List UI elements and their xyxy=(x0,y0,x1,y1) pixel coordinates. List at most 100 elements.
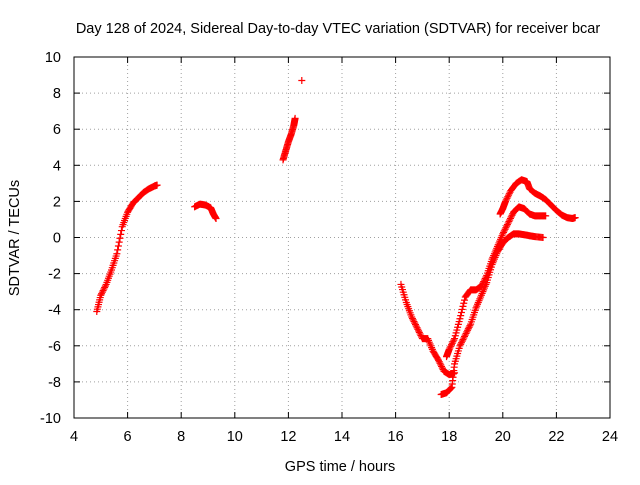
data-point-dense xyxy=(101,282,109,290)
data-point-dense xyxy=(503,194,511,202)
chart-title: Day 128 of 2024, Sidereal Day-to-day VTE… xyxy=(76,21,601,37)
data-point-dense xyxy=(114,246,122,254)
data-point-dense xyxy=(450,336,458,344)
x-tick-label: 12 xyxy=(280,429,296,445)
data-point-dense xyxy=(435,358,443,366)
plot-frame xyxy=(73,56,611,419)
x-tick-label: 14 xyxy=(334,429,350,445)
data-point xyxy=(504,219,512,227)
data-point-dense xyxy=(98,288,106,296)
data-point-dense xyxy=(117,227,125,235)
data-point-dense xyxy=(115,238,123,246)
series-segment-2 xyxy=(191,200,220,223)
x-tick-label: 16 xyxy=(388,429,404,445)
data-point xyxy=(408,313,416,321)
data-point-dense xyxy=(116,234,124,242)
data-point-dense xyxy=(412,321,420,329)
data-point-dense xyxy=(503,222,511,230)
y-tick-label: -6 xyxy=(48,339,61,355)
data-point xyxy=(501,197,509,205)
data-point-dense xyxy=(448,339,456,347)
y-tick-label: 10 xyxy=(45,50,61,66)
data-point-dense xyxy=(415,328,423,336)
data-point-dense xyxy=(459,336,467,344)
y-tick-label: 2 xyxy=(53,194,61,210)
y-tick-label: 0 xyxy=(53,231,61,247)
x-tick-label: 8 xyxy=(177,429,185,445)
data-point xyxy=(113,250,121,258)
y-tick-label: 8 xyxy=(53,86,61,102)
data-point-dense xyxy=(461,333,469,341)
data-point-dense xyxy=(459,302,467,310)
y-tick-label: -10 xyxy=(40,411,61,427)
data-point xyxy=(571,214,579,222)
data-point xyxy=(499,230,507,238)
data-point-dense xyxy=(447,341,455,349)
data-point-dense xyxy=(99,287,107,295)
data-point-dense xyxy=(437,361,445,369)
data-point xyxy=(212,215,220,223)
data-point-dense xyxy=(505,218,513,226)
data-point xyxy=(539,234,547,241)
series-segment-1 xyxy=(93,181,161,316)
data-point-dense xyxy=(457,312,465,320)
grid-lines xyxy=(74,57,610,418)
data-point-dense xyxy=(114,242,122,250)
data-point-dense xyxy=(447,384,455,392)
data-point-dense xyxy=(117,230,125,238)
data-point-dense xyxy=(446,385,454,393)
data-point-dense xyxy=(508,211,516,219)
data-point-dense xyxy=(416,330,424,338)
y-tick-label: -8 xyxy=(48,375,61,391)
data-point-dense xyxy=(457,339,465,347)
data-point-dense xyxy=(457,309,465,317)
data-point xyxy=(434,356,442,364)
x-tick-label: 22 xyxy=(548,429,564,445)
data-point-dense xyxy=(464,326,472,334)
data-point-dense xyxy=(481,274,489,282)
x-tick-label: 10 xyxy=(227,429,243,445)
x-tick-label: 24 xyxy=(602,429,618,445)
x-tick-label: 20 xyxy=(495,429,511,445)
x-axis-label: GPS time / hours xyxy=(285,459,395,475)
data-point-dense xyxy=(480,276,488,284)
y-tick-label: -4 xyxy=(48,303,61,319)
series-segment-3 xyxy=(279,114,299,164)
data-point xyxy=(153,181,161,189)
x-tick-label: 18 xyxy=(441,429,457,445)
data-point-dense xyxy=(502,224,510,232)
data-point-dense xyxy=(503,221,511,229)
data-point xyxy=(97,291,105,299)
data-point-dense xyxy=(506,216,514,224)
data-point-dense xyxy=(501,225,509,233)
data-point-dense xyxy=(414,325,422,333)
data-point-dense xyxy=(505,190,513,198)
data-point-dense xyxy=(462,329,470,337)
series-segment-5 xyxy=(397,280,459,379)
data-point-dense xyxy=(464,325,472,333)
data-point xyxy=(298,76,306,84)
data-point xyxy=(445,345,453,353)
data-point-dense xyxy=(438,362,446,370)
data-point-dense xyxy=(458,305,466,313)
data-point-dense xyxy=(410,318,418,326)
data-point-dense xyxy=(447,342,455,350)
series-segment-4 xyxy=(298,76,306,84)
data-points xyxy=(93,76,579,399)
data-point-dense xyxy=(460,299,468,307)
data-point-dense xyxy=(480,278,488,286)
data-point xyxy=(456,315,464,323)
data-point-dense xyxy=(98,290,106,298)
y-axis-label: SDTVAR / TECUs xyxy=(7,180,23,296)
data-point-dense xyxy=(412,322,420,330)
data-point-dense xyxy=(458,337,466,345)
data-point-dense xyxy=(504,193,512,201)
data-point xyxy=(291,114,299,122)
data-point-dense xyxy=(505,191,513,199)
y-tick-label: 6 xyxy=(53,122,61,138)
data-point-dense xyxy=(101,284,109,292)
data-point xyxy=(461,331,469,339)
data-point-dense xyxy=(408,314,416,322)
